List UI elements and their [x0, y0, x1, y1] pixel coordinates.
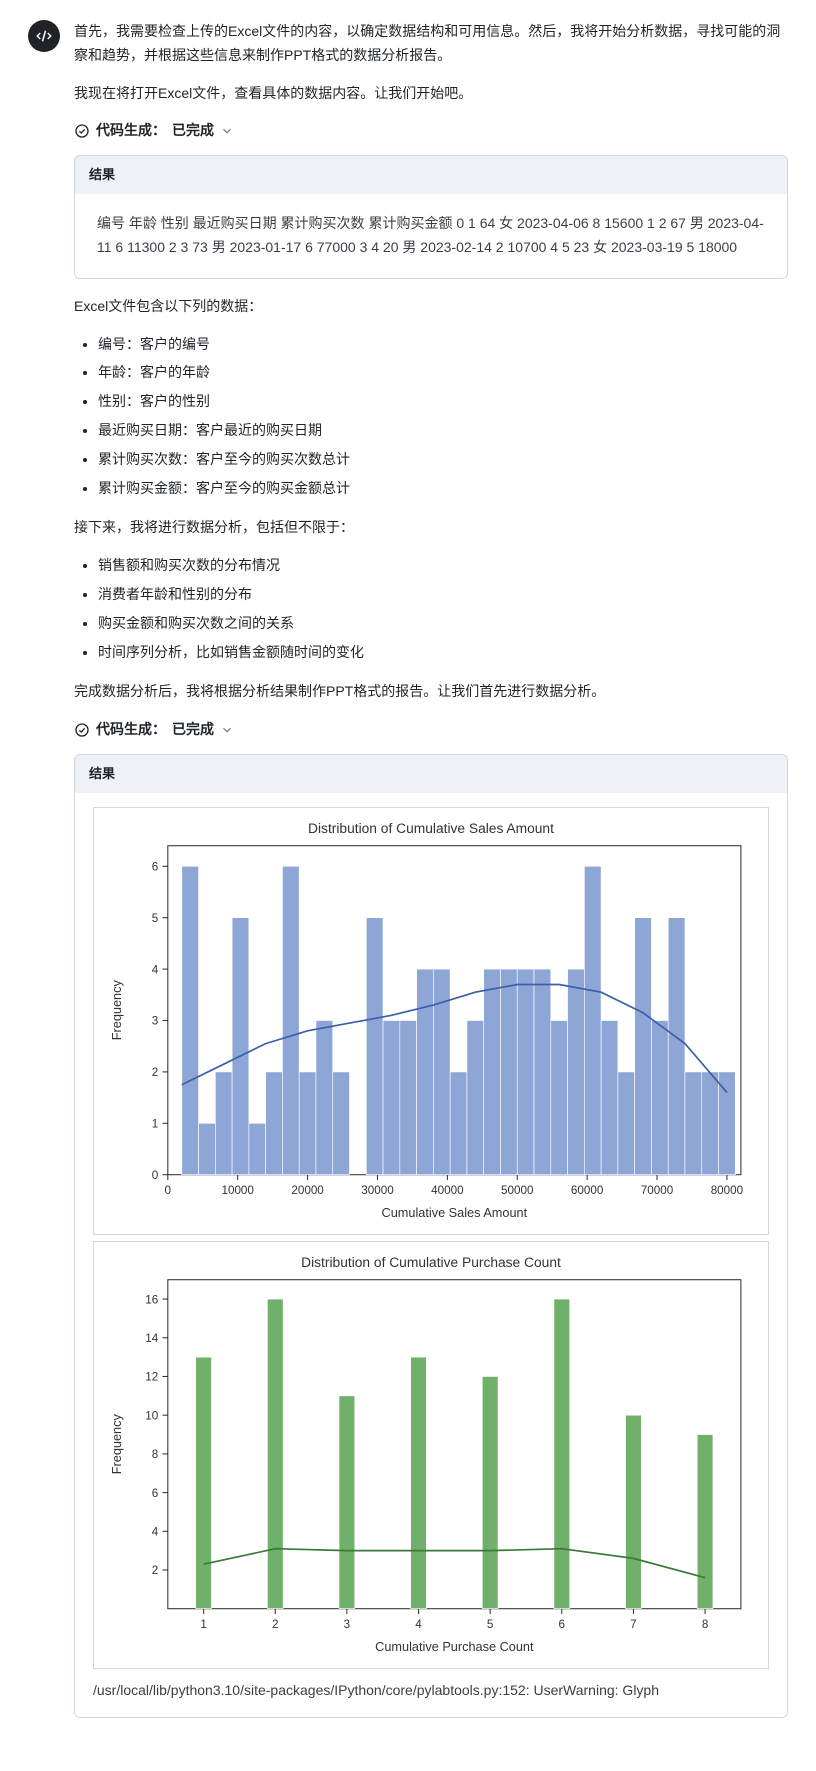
- svg-text:40000: 40000: [431, 1184, 464, 1197]
- svg-text:2: 2: [152, 1066, 158, 1079]
- codegen-label-prefix: 代码生成：: [96, 718, 166, 742]
- svg-text:50000: 50000: [501, 1184, 534, 1197]
- svg-text:3: 3: [344, 1618, 350, 1631]
- codegen-status-text: 已完成: [172, 718, 214, 742]
- svg-text:Frequency: Frequency: [109, 980, 124, 1041]
- analysis-intro: 接下来，我将进行数据分析，包括但不限于：: [74, 516, 788, 540]
- list-item: 销售额和购买次数的分布情况: [98, 554, 788, 578]
- before-codegen2: 完成数据分析后，我将根据分析结果制作PPT格式的报告。让我们首先进行数据分析。: [74, 680, 788, 704]
- codegen-label-prefix: 代码生成：: [96, 119, 166, 143]
- svg-text:60000: 60000: [571, 1184, 604, 1197]
- chart-sales-amount: Distribution of Cumulative Sales Amount 0…: [93, 807, 769, 1235]
- svg-text:20000: 20000: [291, 1184, 324, 1197]
- svg-text:6: 6: [559, 1618, 565, 1631]
- codegen-status-1[interactable]: 代码生成： 已完成: [74, 119, 788, 143]
- svg-text:4: 4: [152, 1526, 159, 1539]
- svg-text:4: 4: [152, 963, 159, 976]
- svg-text:10: 10: [145, 1409, 158, 1422]
- codegen-status-2[interactable]: 代码生成： 已完成: [74, 718, 788, 742]
- result-header: 结果: [75, 755, 787, 793]
- svg-text:2: 2: [152, 1564, 158, 1577]
- columns-intro: Excel文件包含以下列的数据：: [74, 295, 788, 319]
- svg-text:12: 12: [145, 1371, 158, 1384]
- svg-text:5: 5: [152, 912, 158, 925]
- intro-paragraph-1: 首先，我需要检查上传的Excel文件的内容，以确定数据结构和可用信息。然后，我将…: [74, 20, 788, 68]
- svg-text:Distribution of Cumulative Sal: Distribution of Cumulative Sales Amount: [308, 821, 554, 836]
- list-item: 时间序列分析，比如销售金额随时间的变化: [98, 641, 788, 665]
- check-circle-icon: [74, 123, 90, 139]
- svg-text:2: 2: [272, 1618, 278, 1631]
- svg-text:Cumulative Purchase Count: Cumulative Purchase Count: [375, 1639, 534, 1654]
- svg-text:14: 14: [145, 1332, 158, 1345]
- list-item: 最近购买日期：客户最近的购买日期: [98, 419, 788, 443]
- intro-paragraph-2: 我现在将打开Excel文件，查看具体的数据内容。让我们开始吧。: [74, 82, 788, 106]
- svg-text:0: 0: [165, 1184, 172, 1197]
- list-item: 购买金额和购买次数之间的关系: [98, 612, 788, 636]
- list-item: 编号：客户的编号: [98, 333, 788, 357]
- svg-text:6: 6: [152, 861, 158, 874]
- svg-text:Distribution of Cumulative Pur: Distribution of Cumulative Purchase Coun…: [301, 1255, 561, 1270]
- svg-text:4: 4: [415, 1618, 422, 1631]
- result-block-2: 结果 Distribution of Cumulative Sales Amou…: [74, 754, 788, 1718]
- svg-text:8: 8: [702, 1618, 708, 1631]
- codegen-status-text: 已完成: [172, 119, 214, 143]
- chevron-down-icon: [220, 723, 234, 737]
- svg-text:0: 0: [152, 1169, 159, 1182]
- svg-text:Frequency: Frequency: [109, 1414, 124, 1475]
- list-item: 年龄：客户的年龄: [98, 361, 788, 385]
- svg-text:8: 8: [152, 1448, 158, 1461]
- list-item: 消费者年龄和性别的分布: [98, 583, 788, 607]
- list-item: 累计购买金额：客户至今的购买金额总计: [98, 477, 788, 501]
- result-header: 结果: [75, 156, 787, 194]
- svg-text:Cumulative Sales Amount: Cumulative Sales Amount: [382, 1205, 528, 1220]
- svg-text:30000: 30000: [361, 1184, 394, 1197]
- assistant-avatar: [28, 20, 60, 52]
- chevron-down-icon: [220, 124, 234, 138]
- svg-text:5: 5: [487, 1618, 493, 1631]
- svg-text:70000: 70000: [641, 1184, 674, 1197]
- svg-text:16: 16: [145, 1293, 158, 1306]
- svg-text:1: 1: [152, 1118, 158, 1131]
- result-text: 编号 年龄 性别 最近购买日期 累计购买次数 累计购买金额 0 1 64 女 2…: [75, 194, 787, 278]
- columns-list: 编号：客户的编号年龄：客户的年龄性别：客户的性别最近购买日期：客户最近的购买日期…: [74, 333, 788, 501]
- svg-text:3: 3: [152, 1015, 158, 1028]
- svg-text:10000: 10000: [221, 1184, 254, 1197]
- svg-text:6: 6: [152, 1487, 158, 1500]
- python-warning: /usr/local/lib/python3.10/site-packages/…: [93, 1679, 769, 1703]
- svg-text:1: 1: [200, 1618, 206, 1631]
- list-item: 累计购买次数：客户至今的购买次数总计: [98, 448, 788, 472]
- chart-purchase-count: Distribution of Cumulative Purchase Coun…: [93, 1241, 769, 1669]
- svg-text:7: 7: [630, 1618, 636, 1631]
- analysis-list: 销售额和购买次数的分布情况消费者年龄和性别的分布购买金额和购买次数之间的关系时间…: [74, 554, 788, 664]
- list-item: 性别：客户的性别: [98, 390, 788, 414]
- check-circle-icon: [74, 722, 90, 738]
- svg-text:80000: 80000: [711, 1184, 744, 1197]
- result-block-1: 结果 编号 年龄 性别 最近购买日期 累计购买次数 累计购买金额 0 1 64 …: [74, 155, 788, 279]
